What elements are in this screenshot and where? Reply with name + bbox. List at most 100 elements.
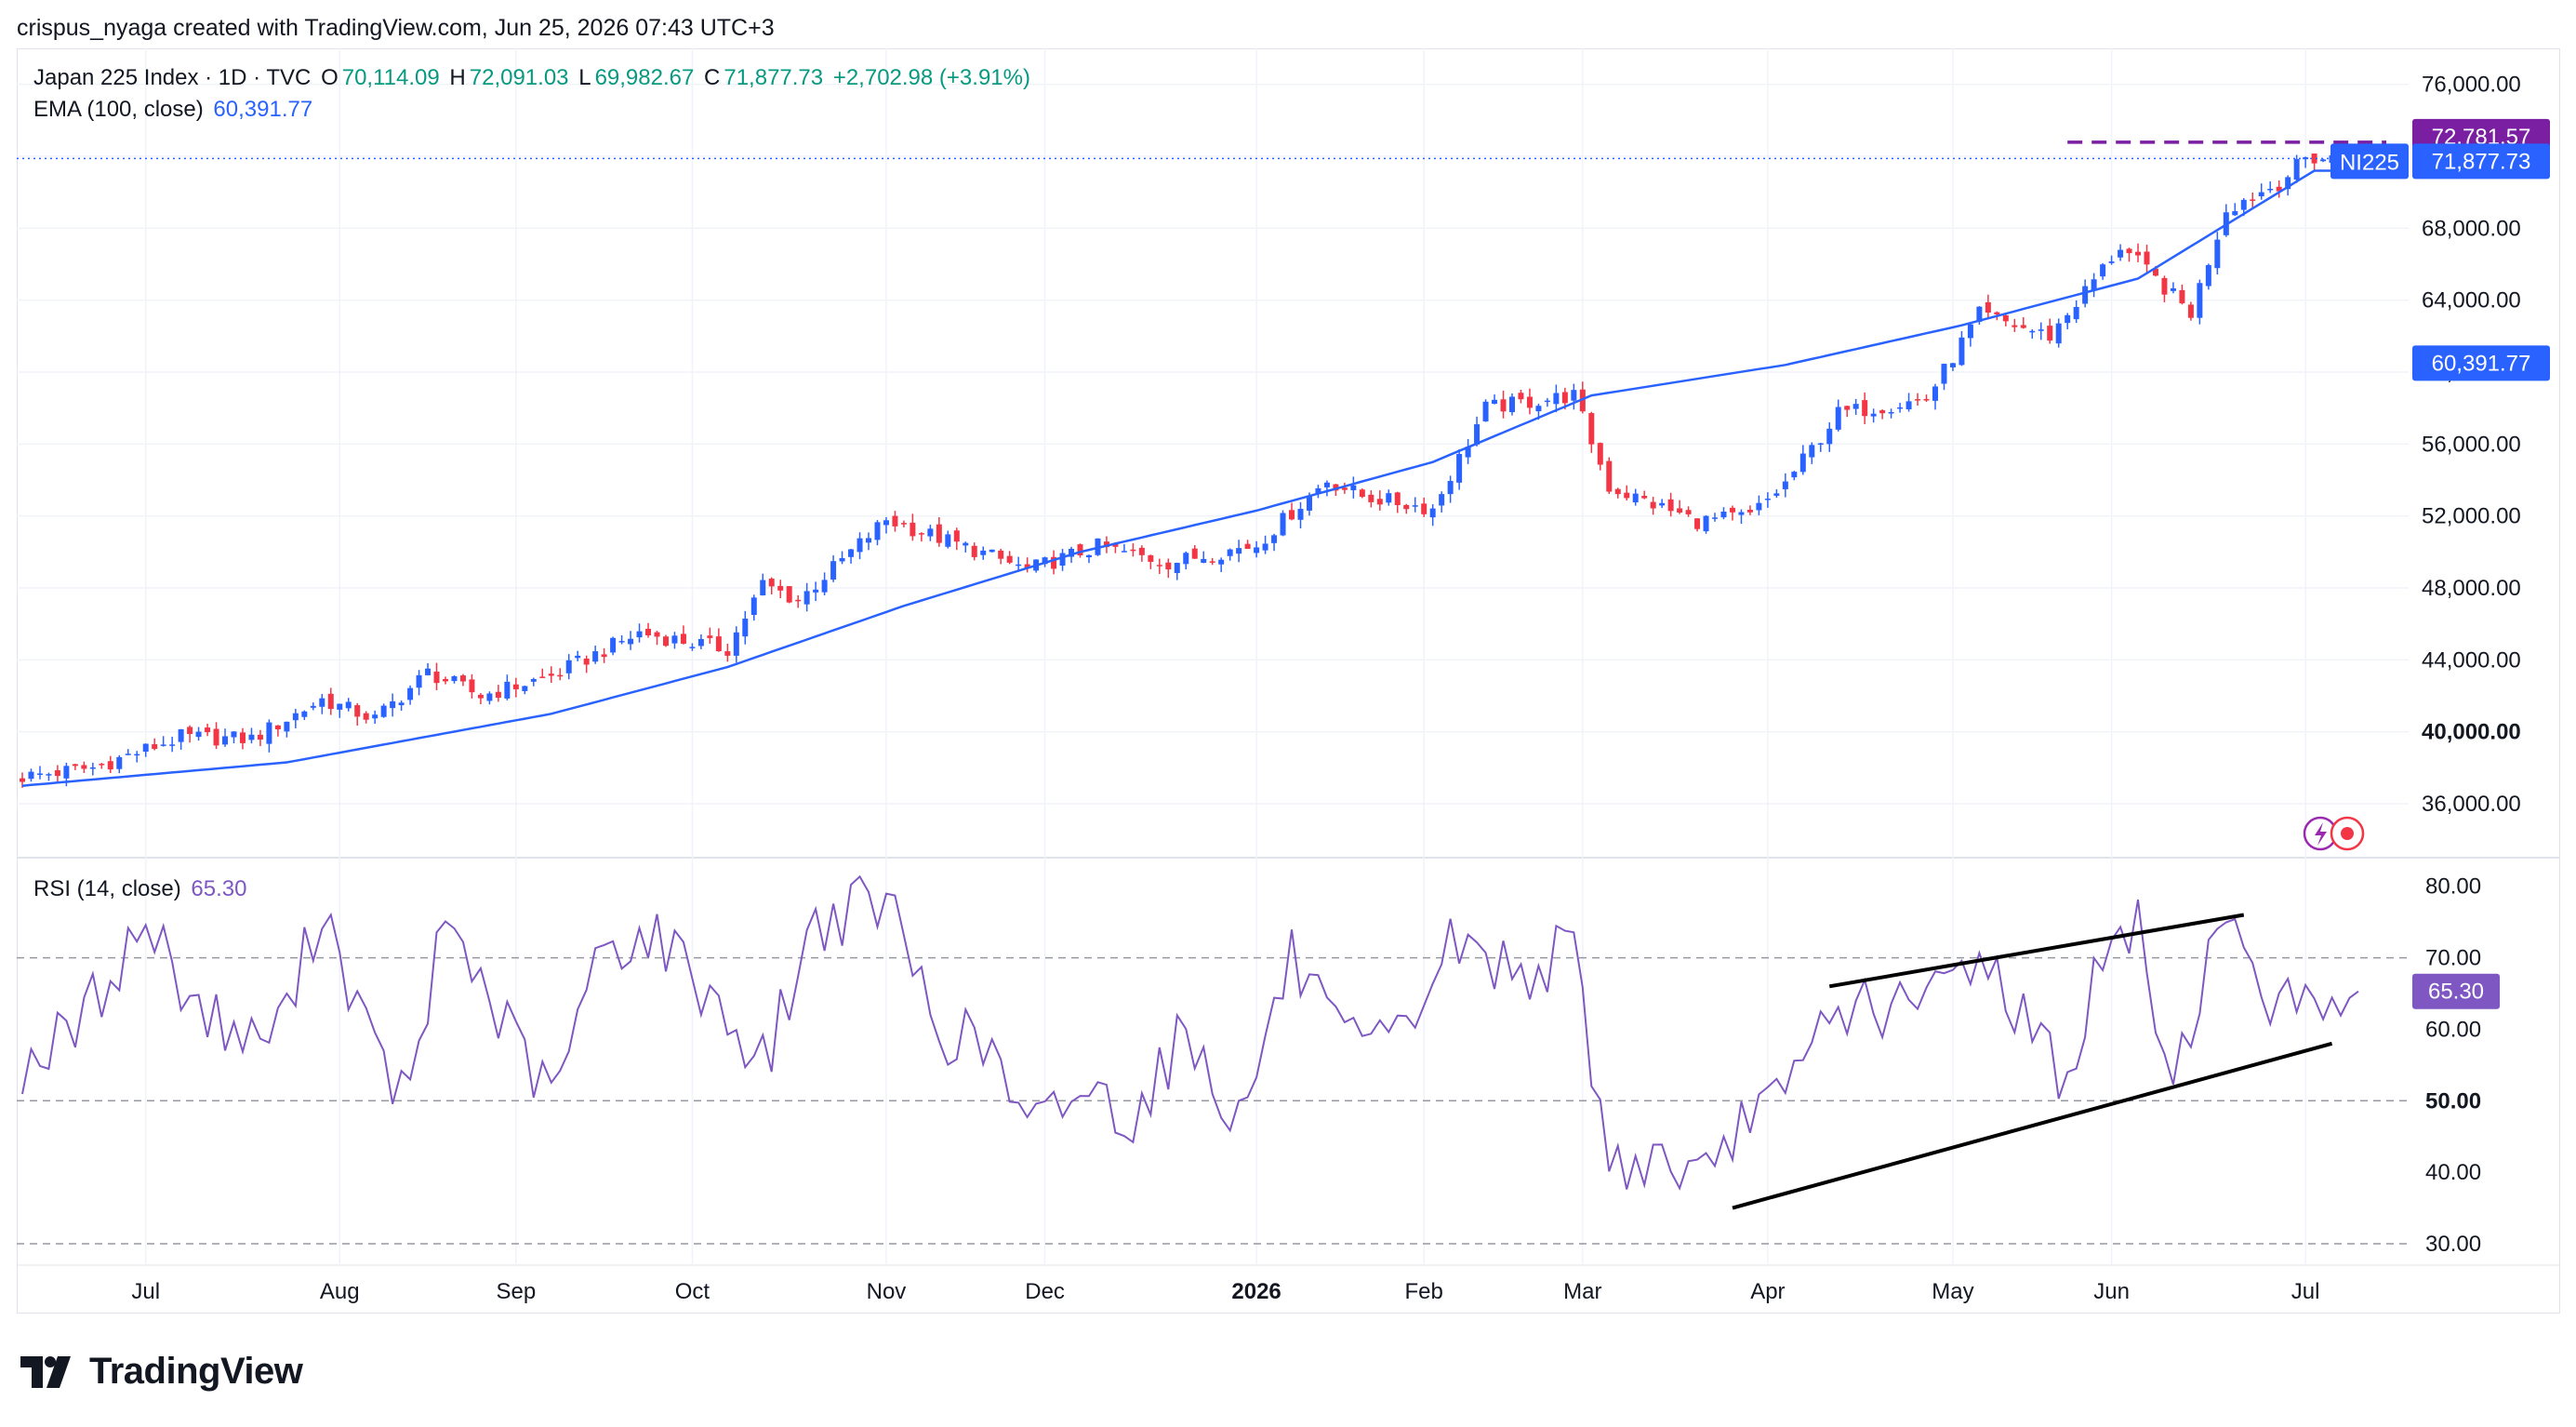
candle-body [654,632,660,637]
time-tick-label: Feb [1405,1279,1443,1304]
candle-body [425,668,432,675]
candle-body [266,722,272,744]
candle-body [274,725,281,730]
candle-body [2179,289,2185,303]
candle-body [2002,314,2009,322]
candle-body [160,744,166,746]
open-label: O [321,65,339,90]
candle-body [1518,393,1524,400]
candle-body [36,773,43,775]
candle-body [451,675,458,682]
candle-body [2144,251,2150,265]
candle-body [1703,515,1709,532]
candle-body [1447,481,1454,495]
candle-body [2232,211,2238,216]
candle-body [1817,443,1824,445]
candle-body [1138,547,1145,555]
candle-body [689,647,696,648]
candle-body [1297,509,1304,520]
candle-body [2100,264,2106,277]
candle-body [2029,330,2036,333]
ema-price-tag: 60,391.77 [2432,351,2531,376]
rsi-line [21,874,2359,1191]
candle-body [742,619,749,637]
candle-body [1271,535,1278,543]
high-value: 72,091.03 [469,65,569,90]
time-tick-label: Aug [320,1279,360,1304]
candle-body [319,698,325,707]
candle-body [1862,400,1868,417]
candle-body [327,693,334,710]
candle-body [839,557,845,562]
candle-body [733,632,739,656]
candle-body [1376,499,1383,505]
candle-body [1156,565,1162,567]
rsi-value-tag-bg [2412,973,2500,1009]
ema-price-tag-bg [2412,345,2550,381]
candle-body [2126,248,2132,254]
symbol-tag: NI225 [2340,150,2399,175]
candle-body [530,679,537,682]
attribution-header: crispus_nyaga created with TradingView.c… [17,15,775,41]
candle-body [575,655,581,659]
candle-body [1323,482,1330,487]
time-tick-label: Jun [2093,1279,2130,1304]
candle-body [169,744,176,746]
symbol-title[interactable]: Japan 225 Index · 1D · TVC [33,65,312,90]
candle-body [1121,551,1127,553]
candle-body [354,705,361,717]
candle-body [821,580,828,593]
candle-body [697,638,704,647]
change-value: +2,702.98 (+3.91%) [832,65,1030,90]
candle-body [257,734,263,740]
candles-group [20,153,2361,788]
candle-body [1403,504,1410,510]
time-tick-label: Mar [1563,1279,1601,1304]
rsi-tick-label: 40.00 [2425,1160,2481,1185]
candle-body [495,691,501,699]
candle-body [1148,554,1154,562]
candle-body [1006,555,1013,563]
ema-line [21,169,2358,787]
candle-body [813,589,819,593]
candle-body [1474,424,1481,445]
candle-body [910,522,916,537]
candle-body [1244,543,1251,550]
candle-body [662,636,669,647]
candle-body [46,774,52,776]
candle-body [380,705,387,717]
tradingview-logo-icon [20,1355,71,1388]
candle-body [856,538,863,553]
candle-body [433,671,440,684]
tradingview-logo[interactable]: TradingView [20,1351,303,1393]
candle-body [1209,561,1215,563]
candle-body [2161,277,2168,295]
candle-body [592,651,599,662]
rsi-label[interactable]: RSI (14, close) [33,876,181,901]
rsi-value: 65.30 [191,876,247,901]
candle-body [310,705,316,708]
candle-body [2135,251,2142,256]
candle-body [292,713,299,721]
candle-body [231,731,237,738]
candle-body [1959,337,1965,366]
candle-body [54,769,60,777]
candle-body [1482,401,1489,421]
low-label: L [578,65,591,90]
candle-body [936,524,942,543]
candle-body [2320,159,2327,162]
candle-body [1218,559,1225,565]
candle-body [1201,558,1207,563]
candle-body [750,597,757,616]
candle-body [1870,413,1877,417]
candle-body [2187,304,2194,318]
candle-body [1799,453,1806,473]
candle-body [1844,406,1851,410]
candle-body [760,580,766,596]
price-tick-label: 68,000.00 [2422,216,2521,241]
candle-body [301,711,308,717]
candle-body [239,732,246,743]
candle-body [1492,399,1498,405]
ema-label[interactable]: EMA (100, close) [33,97,204,122]
